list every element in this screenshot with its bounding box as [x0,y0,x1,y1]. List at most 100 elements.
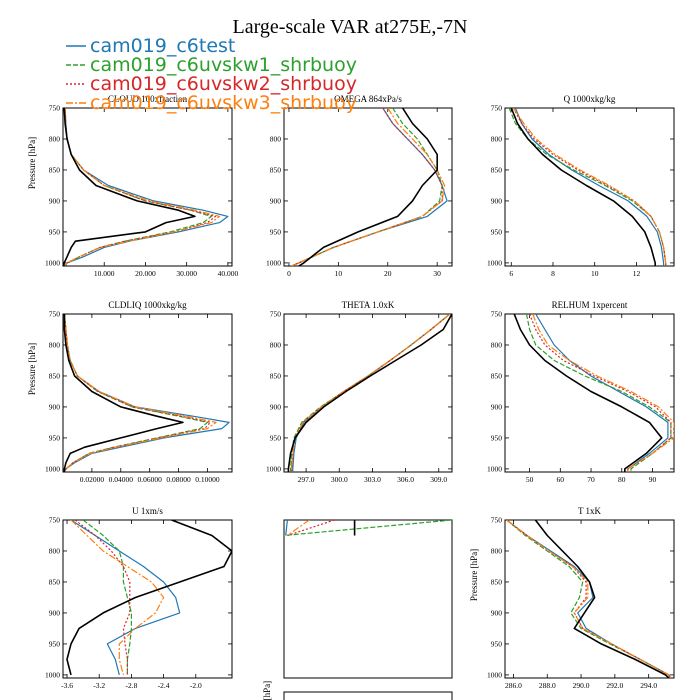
series-line-2 [64,108,212,266]
panel-3: 750 800 850 900 950 1000 6 8 10 12 Q 1000xkg/kg [487,94,675,278]
x-tick-label: -2.0 [190,681,202,690]
y-tick-label: 750 [491,310,503,319]
x-tick-label: 290.0 [573,681,590,690]
panel-6: 750 800 850 900 950 1000 50 60 70 80 90 RELHUM 1xpe… [487,300,675,484]
x-tick-label: 12 [633,269,641,278]
x-tick-label: 8 [551,269,555,278]
panel-frame [283,519,453,679]
panel-title: RELHUM 1xpercent [552,300,628,310]
panel-title: CLOUD 100xfraction [108,94,188,104]
x-tick-label: 0.08000 [166,475,191,484]
x-tick-label: 80 [618,475,626,484]
series-line-1 [514,108,665,266]
series-line-2 [82,520,132,675]
x-tick-label: 20.000 [135,269,156,278]
series-line-3 [74,520,131,675]
y-tick-label: 900 [491,403,503,412]
y-tick-label: 1000 [266,465,281,474]
panel-frame [62,107,233,267]
legend-entry: cam019_c6test [90,35,235,57]
series-line-3 [529,314,672,472]
y-tick-label: 1000 [266,259,281,268]
legend: cam019_c6testcam019_c6uvskw1_shrbuoycam0… [66,35,357,114]
reference-line [287,314,452,472]
panel-frame [504,519,675,679]
series-line-2 [506,520,672,678]
panel-frame [504,313,675,473]
series-line-4 [64,108,221,266]
y-axis-label: Pressure [hPa] [27,343,37,395]
x-tick-label: 70 [587,475,595,484]
y-tick-label: 850 [491,578,503,587]
series-line-1 [70,520,181,676]
panel-2: 800 850 900 950 1000 0 10 20 30 OMEGA 864xPa/s [266,94,453,278]
panel-frame [62,519,233,679]
series-group [63,108,229,266]
x-tick-label: 50 [526,475,534,484]
y-tick-label: 1000 [487,671,502,680]
y-tick-label: 750 [491,104,503,113]
series-group [508,108,667,266]
x-tick-label: 60 [557,475,565,484]
x-tick-label: 20 [384,269,392,278]
x-tick-label: -3.6 [61,681,73,690]
y-tick-label: 800 [491,135,503,144]
legend-entry: cam019_c6uvskw2_shrbuoy [90,73,357,95]
x-tick-label: 0 [287,269,291,278]
x-tick-label: 10.000 [94,269,115,278]
x-tick-label: 90 [649,475,657,484]
series-line-3 [64,108,217,266]
x-tick-label: 286.0 [505,681,522,690]
panel-10: Pressure [hPa] [262,681,453,700]
x-tick-label: -2.8 [125,681,137,690]
panel-7: 750 800 850 900 950 1000-3.6 -3.2 -2.8 -2.4 -2.0 U… [45,506,233,690]
y-tick-label: 950 [49,228,61,237]
series-line-4 [287,520,310,536]
series-line-2 [284,520,452,537]
y-tick-label: 850 [49,372,61,381]
x-tick-label: 0.10000 [195,475,220,484]
y-tick-label: 950 [270,228,282,237]
y-tick-label: 950 [491,640,503,649]
panel-frame [283,107,453,267]
series-line-1 [506,520,672,678]
series-line-1 [285,520,288,536]
series-line-2 [290,314,451,472]
panel-title: CLDLIQ 1000xkg/kg [108,300,187,310]
legend-entry: cam019_c6uvskw1_shrbuoy [90,54,357,76]
panel-1: 750 800 850 900 950 1000 10.000 20.000 30.000 40.… [27,94,238,278]
x-tick-label: 0.04000 [109,475,134,484]
legend-entry: cam019_c6uvskw3_shrbuoy [90,92,357,114]
series-line-4 [63,314,217,472]
y-tick-label: 1000 [45,259,60,268]
x-tick-label: 306.0 [397,475,414,484]
series-group [63,314,230,472]
y-tick-label: 800 [270,135,282,144]
y-tick-label: 800 [49,341,61,350]
series-group [66,520,232,676]
panel-frame [504,107,675,267]
series-line-4 [532,314,674,472]
x-tick-label: 300.0 [331,475,348,484]
y-tick-label: 1000 [45,465,60,474]
x-tick-label: 30.000 [176,269,197,278]
x-tick-label: 0.06000 [137,475,162,484]
panel-title: OMEGA 864xPa/s [334,94,402,104]
y-tick-label: 750 [491,516,503,525]
series-line-2 [63,314,208,472]
x-tick-label: 288.0 [539,681,556,690]
y-tick-label: 900 [270,197,282,206]
series-line-4 [291,314,451,472]
y-tick-label: 900 [49,403,61,412]
x-tick-label: 0.02000 [80,475,105,484]
y-tick-label: 900 [491,197,503,206]
panel-frame [62,313,233,473]
series-group [287,314,452,472]
figure-title: Large-scale VAR at275E,-7N [233,16,468,38]
panel-5: 750 800 850 900 950 1000 297.0 300.0 303.0 306.0 3… [266,300,453,484]
series-line-3 [63,314,211,472]
y-tick-label: 850 [49,166,61,175]
y-tick-label: 800 [491,341,503,350]
